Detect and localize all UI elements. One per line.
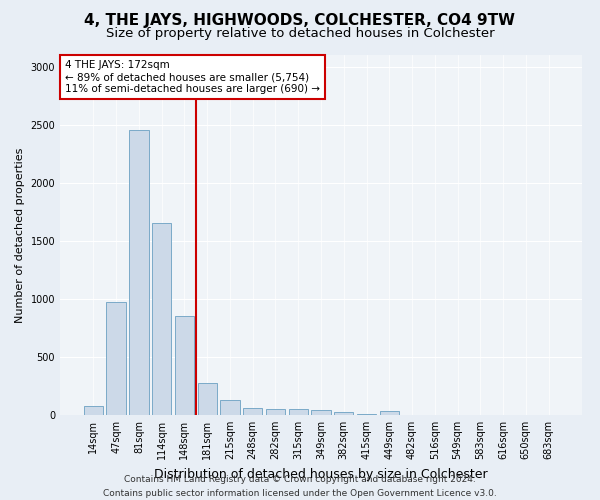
Text: Size of property relative to detached houses in Colchester: Size of property relative to detached ho… — [106, 28, 494, 40]
Bar — [175, 316, 194, 415]
Bar — [129, 130, 149, 415]
Text: 4 THE JAYS: 172sqm
← 89% of detached houses are smaller (5,754)
11% of semi-deta: 4 THE JAYS: 172sqm ← 89% of detached hou… — [65, 60, 320, 94]
Text: 4, THE JAYS, HIGHWOODS, COLCHESTER, CO4 9TW: 4, THE JAYS, HIGHWOODS, COLCHESTER, CO4 … — [85, 12, 515, 28]
Bar — [334, 412, 353, 415]
Text: Contains HM Land Registry data © Crown copyright and database right 2024.
Contai: Contains HM Land Registry data © Crown c… — [103, 476, 497, 498]
Bar — [197, 383, 217, 415]
Bar — [243, 408, 262, 415]
Bar — [152, 224, 172, 415]
Bar — [380, 411, 399, 415]
Bar — [106, 302, 126, 415]
X-axis label: Distribution of detached houses by size in Colchester: Distribution of detached houses by size … — [154, 468, 488, 480]
Bar — [266, 409, 285, 415]
Y-axis label: Number of detached properties: Number of detached properties — [15, 148, 25, 322]
Bar — [220, 400, 239, 415]
Bar — [289, 409, 308, 415]
Bar — [357, 414, 376, 415]
Bar — [311, 410, 331, 415]
Bar — [84, 406, 103, 415]
